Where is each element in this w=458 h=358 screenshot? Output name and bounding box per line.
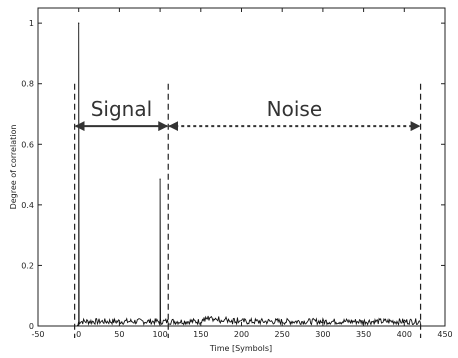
peak-point	[159, 178, 161, 180]
x-tick-label: 250	[275, 330, 290, 339]
y-tick-label: 1	[29, 19, 34, 28]
y-tick-label: 0	[29, 322, 34, 331]
x-tick-label: 150	[193, 330, 208, 339]
x-tick-label: 300	[315, 330, 330, 339]
y-tick-label: 0.2	[21, 261, 34, 270]
x-tick-label: 0	[76, 330, 81, 339]
x-tick-label: 200	[234, 330, 249, 339]
region-label-noise: Noise	[267, 97, 322, 121]
y-tick-label: 0.4	[21, 201, 34, 210]
y-tick-label: 0.8	[21, 80, 34, 89]
x-axis-label: Time [Symbols]	[209, 344, 272, 353]
region-label-signal: Signal	[91, 97, 152, 121]
x-tick-label: -50	[31, 330, 44, 339]
y-axis-label: Degree of correlation	[9, 125, 18, 210]
x-tick-label: 100	[152, 330, 167, 339]
correlation-line	[77, 23, 422, 326]
x-tick-label: 50	[114, 330, 124, 339]
x-tick-label: 350	[356, 330, 371, 339]
peak-point	[78, 22, 80, 24]
x-tick-label: 400	[397, 330, 412, 339]
plot-frame	[37, 7, 446, 327]
y-tick-label: 0.6	[21, 140, 34, 149]
x-tick-label: 450	[437, 330, 452, 339]
